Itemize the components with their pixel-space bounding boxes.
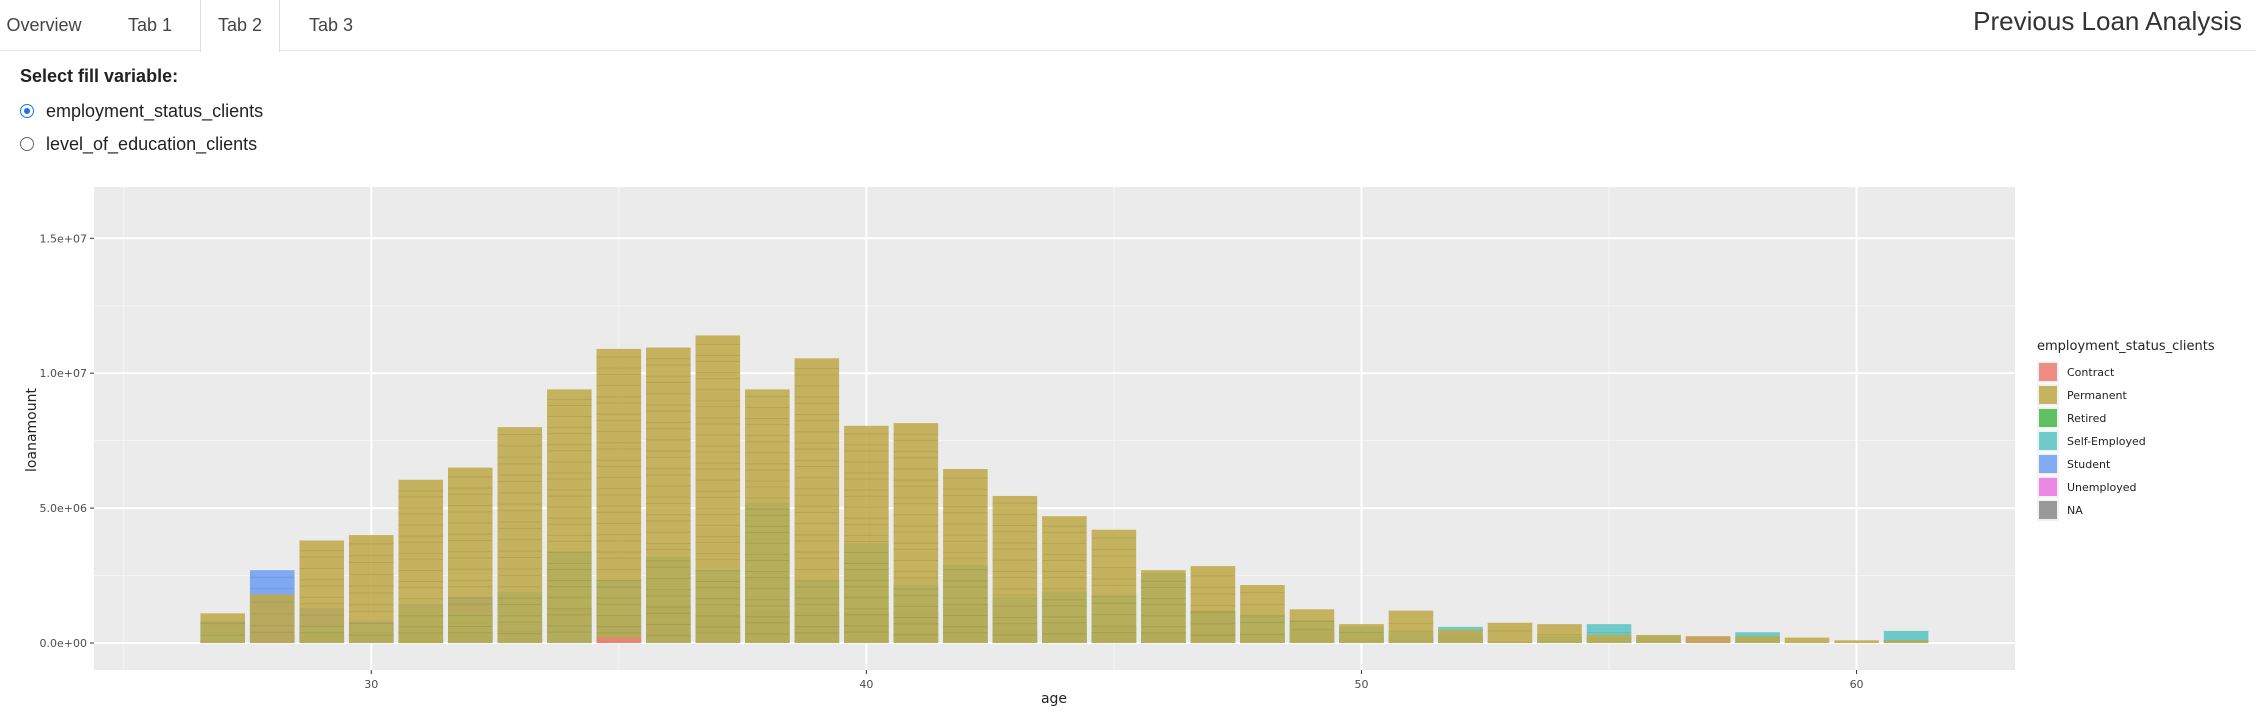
bar-segment-permanent <box>1685 636 1731 644</box>
bar-segment-permanent <box>299 540 345 644</box>
bar-segment-permanent <box>1834 640 1879 644</box>
bar-segment-permanent <box>646 347 691 644</box>
bar-segment-permanent <box>200 613 246 644</box>
bar-segment-permanent <box>1042 516 1087 644</box>
tab-1[interactable]: Tab 1 <box>127 15 173 35</box>
radio-button-checked-icon[interactable] <box>20 104 34 118</box>
bar-segment-permanent <box>497 427 543 644</box>
bar-segment-permanent <box>1487 622 1533 644</box>
x-axis-title: age <box>1041 691 1067 707</box>
radio-employment-status[interactable]: employment_status_clients <box>20 99 263 123</box>
radio-level-of-education[interactable]: level_of_education_clients <box>20 132 257 156</box>
x-tick-label: 50 <box>1354 678 1368 691</box>
x-axis: 30 40 50 60 <box>364 670 1864 691</box>
bar-segment-permanent <box>1339 624 1384 644</box>
legend-key-na <box>2039 501 2057 519</box>
legend-label: Permanent <box>2067 389 2128 402</box>
legend-label: Student <box>2067 458 2111 471</box>
legend: employment_status_clients Contract Perman… <box>2037 339 2215 521</box>
legend-label: Unemployed <box>2067 481 2137 494</box>
bar-segment-permanent <box>249 594 295 644</box>
tab-3[interactable]: Tab 3 <box>308 15 354 35</box>
radio-label-employment-status: employment_status_clients <box>46 100 264 121</box>
bar-segment-contract <box>596 637 642 644</box>
bar-segment-permanent <box>1636 634 1681 644</box>
bars-layer <box>200 335 1929 644</box>
bar-segment-permanent <box>1190 566 1236 644</box>
legend-key-retired <box>2039 409 2057 427</box>
y-tick-label: 0.0e+00 <box>40 637 87 650</box>
legend-label: Retired <box>2067 412 2106 425</box>
tab-overview[interactable]: Overview <box>6 15 82 35</box>
bar-segment-permanent <box>992 495 1038 644</box>
legend-key-student <box>2039 455 2057 473</box>
bar-segment-permanent <box>1438 629 1483 644</box>
radio-button-unchecked-icon[interactable] <box>20 137 34 151</box>
bar-segment-permanent <box>844 425 889 644</box>
bar-segment-permanent <box>547 389 592 644</box>
bar-segment-permanent <box>1537 624 1582 644</box>
bar-segment-permanent <box>943 468 988 644</box>
bar-segment-permanent <box>1388 610 1434 644</box>
x-tick-label: 60 <box>1850 678 1864 691</box>
legend-label: Contract <box>2067 366 2115 379</box>
legend-key-contract <box>2039 363 2057 381</box>
legend-key-self-employed <box>2039 432 2057 450</box>
bar-segment-permanent <box>893 423 939 644</box>
radio-label-level-of-education: level_of_education_clients <box>46 133 258 154</box>
bar-segment-permanent <box>447 467 493 644</box>
legend-key-unemployed <box>2039 478 2057 496</box>
legend-label: NA <box>2067 504 2083 517</box>
y-tick-label: 1.5e+07 <box>40 232 87 245</box>
y-axis: 0.0e+00 5.0e+06 1.0e+07 1.5e+07 <box>40 232 94 650</box>
bar-segment-permanent <box>695 335 741 644</box>
y-tick-label: 1.0e+07 <box>40 367 87 380</box>
app-title: Previous Loan Analysis <box>1973 6 2242 36</box>
bar-segment-permanent <box>1883 640 1929 644</box>
x-tick-label: 40 <box>859 678 873 691</box>
tab-2[interactable]: Tab 2 <box>200 0 280 52</box>
bar-segment-permanent <box>745 389 790 644</box>
bar-segment-permanent <box>1586 634 1632 644</box>
tab-bar: Overview Tab 1 Tab 2 Tab 3 Previous Loan… <box>0 0 2256 52</box>
loan-amount-by-age-chart: 0.0e+00 5.0e+06 1.0e+07 1.5e+07 30 40 50 60 ag… <box>24 187 2215 707</box>
bar-segment-permanent <box>1141 570 1186 644</box>
bar-segment-permanent <box>1091 529 1137 644</box>
legend-key-permanent <box>2039 386 2057 404</box>
y-tick-label: 5.0e+06 <box>40 502 87 515</box>
bar-segment-permanent <box>1784 637 1830 644</box>
bar-segment-permanent <box>348 535 394 644</box>
bar-segment-self-employed <box>1883 630 1929 644</box>
bar-segment-permanent <box>1735 636 1780 644</box>
bar-segment-permanent <box>398 479 444 644</box>
fill-variable-label: Select fill variable: <box>20 66 179 86</box>
bar-segment-permanent <box>596 348 642 644</box>
legend-title: employment_status_clients <box>2037 339 2215 354</box>
bar-segment-permanent <box>1289 609 1335 644</box>
x-tick-label: 30 <box>364 678 378 691</box>
legend-label: Self-Employed <box>2067 435 2146 448</box>
y-axis-title: loanamount <box>24 388 40 472</box>
bar-segment-permanent <box>794 358 840 644</box>
bar-segment-permanent <box>1240 585 1285 644</box>
